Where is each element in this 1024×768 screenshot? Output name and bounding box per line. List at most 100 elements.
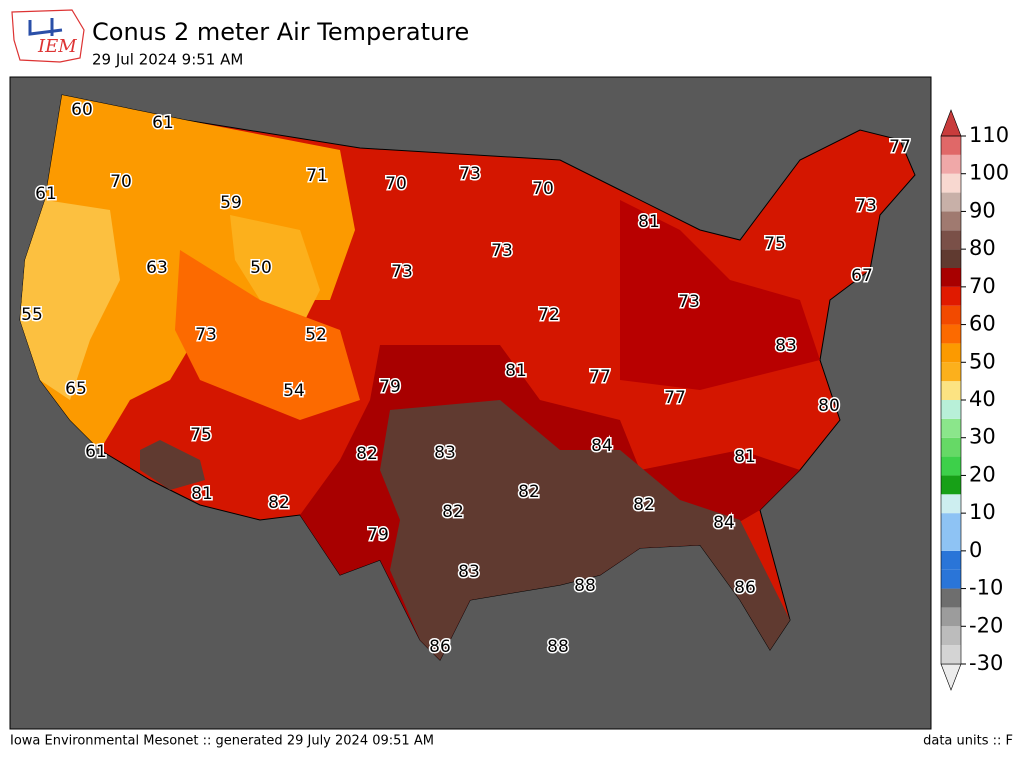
colorbar-segment xyxy=(941,230,961,250)
temperature-label: 75 xyxy=(764,234,786,254)
title: Conus 2 meter Air Temperature xyxy=(92,18,469,46)
temperature-labels: 60 61 61 70 59 71 70 73 70 77 81 73 75 73 73 63 50 67 55 73… xyxy=(20,99,913,659)
colorbar-segment xyxy=(941,418,961,438)
temperature-label: 83 xyxy=(458,562,480,582)
colorbar: -30 -20 -10 0 10 20 30 40 50 60 70 80 90 100 110 xyxy=(940,109,1009,691)
map xyxy=(19,94,916,661)
colorbar-tick-label: -10 xyxy=(969,576,1003,600)
temperature-label: 88 xyxy=(574,576,596,596)
temperature-label: 83 xyxy=(775,336,797,356)
colorbar-tick-label: 60 xyxy=(969,312,996,336)
colorbar-tick-label: 110 xyxy=(969,123,1009,147)
colorbar-segment xyxy=(941,400,961,419)
colorbar-segment xyxy=(941,173,961,193)
colorbar-tick-label: 0 xyxy=(969,538,982,562)
warm-east xyxy=(620,200,820,390)
subtitle: 29 Jul 2024 9:51 AM xyxy=(92,51,243,69)
orange-interior xyxy=(175,250,360,420)
colorbar-segment xyxy=(941,513,961,532)
colorbar-arrow xyxy=(940,109,962,137)
temperature-label: 77 xyxy=(889,137,911,157)
temperature-label: 73 xyxy=(491,241,513,261)
colorbar-tick-label: 90 xyxy=(969,198,996,222)
colorbar-tick-label: 100 xyxy=(969,161,1009,185)
temperature-label: 77 xyxy=(664,388,686,408)
temperature-label: 59 xyxy=(220,193,242,213)
temperature-label: 72 xyxy=(538,305,560,325)
colorbar-tick-label: 70 xyxy=(969,274,996,298)
temperature-label: 70 xyxy=(110,172,132,192)
colorbar-segment xyxy=(941,550,961,570)
temperature-label: 67 xyxy=(851,266,873,286)
colorbar-segment xyxy=(941,607,961,627)
temperature-label: 63 xyxy=(146,258,168,278)
mild-coast xyxy=(20,200,120,400)
temperature-label: 71 xyxy=(306,166,328,186)
temperature-label: 82 xyxy=(442,502,464,522)
temperature-label: 73 xyxy=(459,164,481,184)
temperature-label: 81 xyxy=(191,484,213,504)
temperature-label: 61 xyxy=(152,113,174,133)
colorbar-tick-label: 20 xyxy=(969,462,996,486)
temperature-label: 52 xyxy=(305,325,327,345)
temperature-label: 84 xyxy=(713,513,735,533)
cool-rockies xyxy=(230,215,320,330)
logo-text: IEM xyxy=(37,36,77,57)
colorbar-segment xyxy=(941,192,961,212)
temperature-label: 73 xyxy=(195,325,217,345)
temperature-label: 82 xyxy=(633,495,655,515)
colorbar-segment xyxy=(941,154,961,174)
temperature-label: 81 xyxy=(638,212,660,232)
temperature-label: 73 xyxy=(855,196,877,216)
temperature-label: 73 xyxy=(678,292,700,312)
colorbar-arrow xyxy=(940,663,962,691)
colorbar-tick-label: 30 xyxy=(969,425,996,449)
temperature-label: 82 xyxy=(356,444,378,464)
colorbar-tick-label: 50 xyxy=(969,349,996,373)
colorbar-segment xyxy=(941,456,961,476)
footer-right: data units :: F xyxy=(923,734,1013,749)
temperature-label: 61 xyxy=(35,184,57,204)
colorbar-segment xyxy=(941,136,961,155)
temperature-label: 60 xyxy=(71,100,93,120)
temperature-label: 79 xyxy=(367,525,389,545)
colorbar-segment xyxy=(941,626,961,646)
temperature-label: 84 xyxy=(591,436,613,456)
temperature-label: 70 xyxy=(532,179,554,199)
colorbar-segment xyxy=(941,645,961,664)
temperature-label: 82 xyxy=(518,482,540,502)
temperature-label: 70 xyxy=(385,174,407,194)
temperature-label: 73 xyxy=(391,262,413,282)
colorbar-tick-label: -30 xyxy=(969,651,1003,675)
colorbar-segment xyxy=(941,437,961,457)
temperature-label: 50 xyxy=(250,258,272,278)
temperature-label: 65 xyxy=(65,379,87,399)
temperature-label: 86 xyxy=(429,637,451,657)
logo: IEM xyxy=(11,9,85,63)
temperature-label: 79 xyxy=(379,377,401,397)
colorbar-segment xyxy=(941,362,961,382)
temperature-label: 81 xyxy=(734,447,756,467)
temperature-label: 75 xyxy=(190,425,212,445)
colorbar-tick-label: 40 xyxy=(969,387,996,411)
colorbar-segment xyxy=(941,343,961,363)
colorbar-segment xyxy=(941,381,961,400)
colorbar-segment xyxy=(941,249,961,268)
colorbar-tick-label: -20 xyxy=(969,613,1003,637)
colorbar-segment xyxy=(941,268,961,287)
footer-left: Iowa Environmental Mesonet :: generated … xyxy=(10,734,434,749)
temperature-label: 88 xyxy=(547,637,569,657)
colorbar-segment xyxy=(941,286,961,306)
temperature-label: 83 xyxy=(434,443,456,463)
colorbar-segment xyxy=(941,475,961,495)
colorbar-segment xyxy=(941,211,961,231)
temperature-label: 55 xyxy=(21,305,43,325)
colorbar-tick-label: 80 xyxy=(969,236,996,260)
temperature-label: 77 xyxy=(589,367,611,387)
colorbar-tick-label: 10 xyxy=(969,500,996,524)
temperature-label: 54 xyxy=(283,381,305,401)
temperature-label: 86 xyxy=(734,578,756,598)
colorbar-segment xyxy=(941,305,961,325)
